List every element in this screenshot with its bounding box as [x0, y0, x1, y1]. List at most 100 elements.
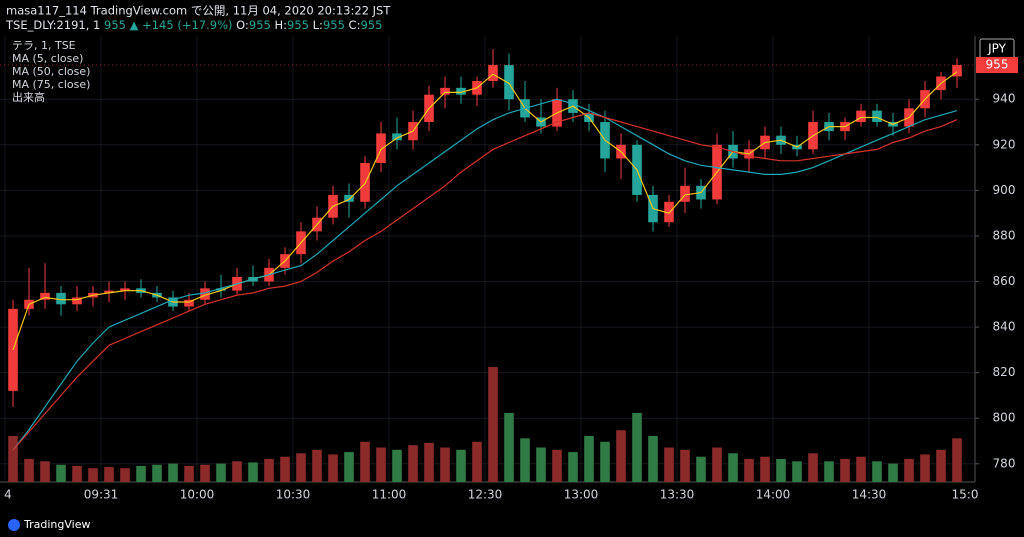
volume-bar [360, 441, 370, 482]
x-tick-label: 11:00 [372, 488, 407, 502]
volume-bar [760, 456, 770, 482]
volume-bar [168, 463, 178, 482]
ohlc-label: L: [313, 18, 323, 32]
volume-bar [920, 454, 930, 482]
candle-body [680, 185, 690, 202]
candle-body [200, 288, 210, 300]
x-tick-label: 15:0 [952, 488, 979, 502]
y-tick-label: 820 [993, 365, 1016, 379]
price: 955 [104, 18, 126, 32]
y-tick-label: 900 [993, 183, 1016, 197]
volume-bar [680, 449, 690, 482]
volume-bar [376, 447, 386, 482]
volume-bar [504, 413, 514, 482]
brand: TradingView [8, 518, 90, 531]
candle-body [40, 292, 50, 300]
volume-bar [424, 442, 434, 482]
volume-bar [600, 441, 610, 482]
ohlc-label: C: [349, 18, 361, 32]
volume-bar [152, 464, 162, 482]
volume-bar [728, 453, 738, 482]
change: ▲ +145 (+17.9%) [130, 18, 233, 32]
x-tick-label: 4 [4, 488, 12, 502]
x-tick-label: 13:00 [564, 488, 599, 502]
volume-bar [264, 459, 274, 482]
volume-bar [632, 413, 642, 482]
volume-bar [24, 459, 34, 482]
volume-bar [488, 367, 498, 482]
volume-bar [520, 438, 530, 482]
last-price-box [976, 57, 1018, 74]
legend-symbol: テラ, 1, TSE [12, 39, 76, 52]
candle-body [216, 288, 226, 291]
candle-body [456, 87, 466, 95]
volume-bar [744, 459, 754, 482]
candle-body [856, 110, 866, 123]
volume-bar [712, 447, 722, 482]
volume-bar [776, 459, 786, 482]
y-tick-label: 940 [993, 92, 1016, 106]
volume-bar [232, 461, 242, 482]
y-tick-label: 860 [993, 274, 1016, 288]
volume-bar [344, 452, 354, 482]
x-tick-label: 13:30 [660, 488, 695, 502]
volume-bar [568, 452, 578, 482]
volume-bar [824, 461, 834, 482]
volume-bar [184, 465, 194, 482]
candle-body [120, 288, 130, 291]
quote-line: TSE_DLY:2191, 1 955 ▲ +145 (+17.9%) O:95… [5, 18, 382, 32]
volume-bar [40, 461, 50, 482]
y-tick-label: 840 [993, 320, 1016, 334]
plot-area [0, 36, 975, 482]
x-tick-label: 12:30 [468, 488, 503, 502]
legend-entry: 出来高 [12, 90, 45, 104]
brand-name: TradingView [23, 518, 90, 531]
volume-bar [392, 449, 402, 482]
volume-bar [648, 436, 658, 482]
volume-bar [472, 441, 482, 482]
volume-bar [120, 468, 130, 482]
volume-bar [216, 463, 226, 482]
volume-bar [808, 453, 818, 482]
volume-bar [248, 462, 258, 482]
ohlc-value: 955 [249, 18, 271, 32]
volume-bar [72, 465, 82, 482]
publisher-line: masa117_114 TradingView.com で公開, 11月 04,… [6, 4, 391, 18]
volume-bar [552, 449, 562, 482]
candle-body [72, 297, 82, 305]
candle-body [872, 110, 882, 123]
volume-bar [56, 464, 66, 482]
volume-bar [456, 449, 466, 482]
ohlc-value: 955 [360, 18, 382, 32]
volume-bar [88, 468, 98, 482]
candle-body [952, 65, 962, 77]
y-tick-label: 920 [993, 137, 1016, 151]
volume-bar [584, 436, 594, 482]
volume-bar [200, 464, 210, 482]
volume-bar [664, 447, 674, 482]
candle-body [488, 65, 498, 82]
volume-bar [696, 456, 706, 482]
candle-body [504, 65, 514, 100]
moving-average-line [12, 112, 958, 451]
x-tick-label: 10:00 [180, 488, 215, 502]
volume-bar [104, 467, 114, 482]
volume-bar [792, 461, 802, 482]
legend-entry: MA (5, close) [12, 52, 83, 65]
volume-bar [280, 456, 290, 482]
volume-bar [888, 463, 898, 482]
x-tick-label: 14:30 [852, 488, 887, 502]
x-tick-label: 10:30 [276, 488, 311, 502]
brand-icon [8, 519, 20, 531]
legend-entry: MA (75, close) [12, 78, 90, 91]
volume-bar [856, 456, 866, 482]
x-tick-label: 09:31 [84, 488, 119, 502]
volume-bar [952, 438, 962, 482]
volume-bar [8, 436, 18, 482]
candle-body [56, 292, 66, 305]
currency: JPY [987, 42, 1007, 56]
volume-bar [440, 447, 450, 482]
y-tick-label: 880 [993, 228, 1016, 242]
y-tick-label: 780 [993, 456, 1016, 470]
moving-average-line [12, 98, 958, 451]
